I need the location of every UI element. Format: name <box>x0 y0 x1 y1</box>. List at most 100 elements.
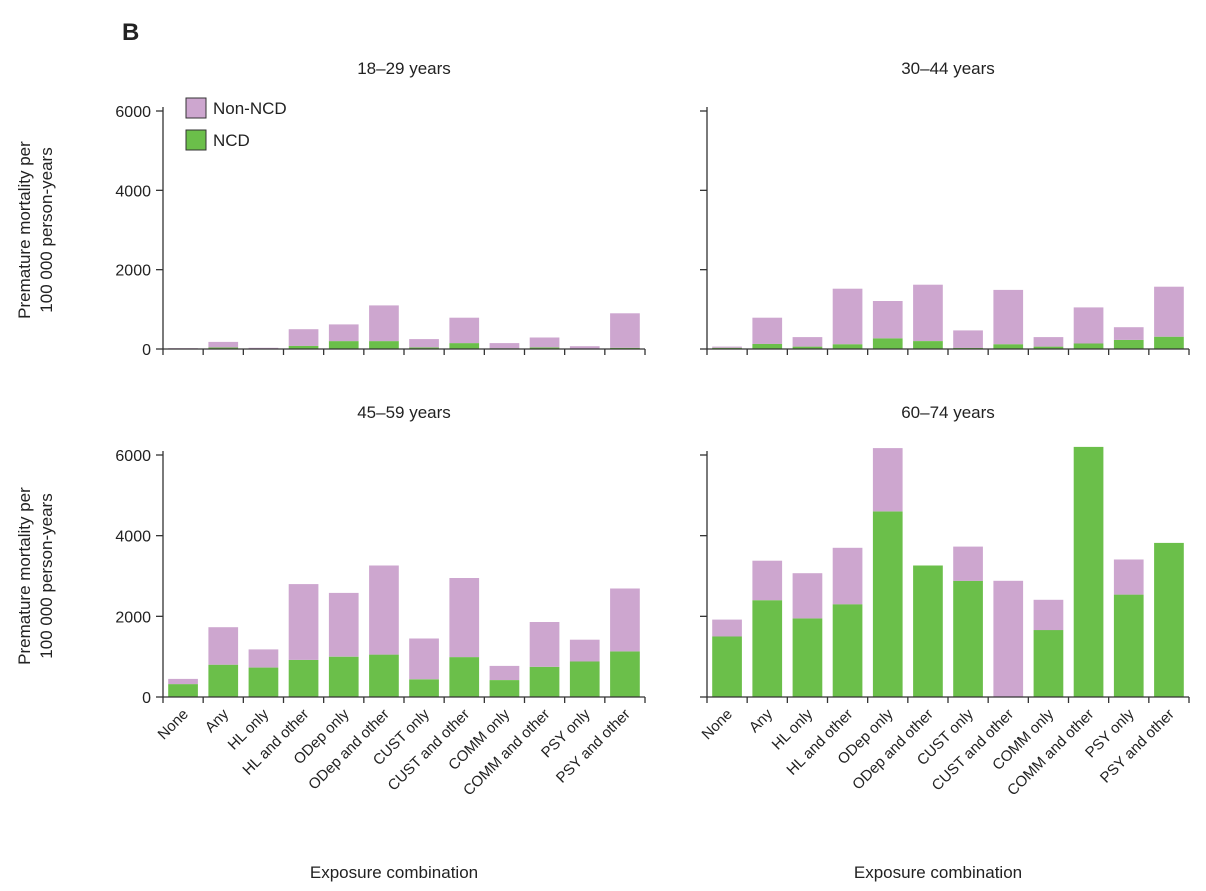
bar-ncd-psy-only <box>1114 340 1144 349</box>
x-axis-label: Exposure combination <box>310 863 478 882</box>
y-tick-label: 4000 <box>115 529 151 546</box>
bar-non-ncd-psy-only <box>1114 560 1144 595</box>
bar-non-ncd-comm-only <box>490 343 520 348</box>
bar-non-ncd-psy-and-other <box>610 589 640 652</box>
bar-non-ncd-cust-only <box>953 547 983 581</box>
bar-non-ncd-comm-and-other <box>530 622 560 667</box>
bar-non-ncd-hl-and-other <box>289 584 319 660</box>
category-label-none: None <box>155 706 192 743</box>
bar-non-ncd-psy-and-other <box>610 313 640 348</box>
bar-ncd-any <box>752 344 782 349</box>
bar-non-ncd-odep-only <box>873 301 903 338</box>
bar-non-ncd-psy-only <box>570 640 600 662</box>
bar-non-ncd-psy-only <box>1114 327 1144 340</box>
y-tick-label: 0 <box>142 690 151 707</box>
bar-non-ncd-any <box>752 318 782 344</box>
y-tick-label: 4000 <box>115 183 151 200</box>
bar-ncd-comm-only <box>490 680 520 697</box>
bar-ncd-odep-only <box>873 512 903 698</box>
bar-ncd-psy-and-other <box>1154 337 1184 349</box>
panel-title: 30–44 years <box>901 59 995 78</box>
bar-non-ncd-cust-only <box>409 339 439 347</box>
bar-non-ncd-cust-and-other <box>993 581 1023 697</box>
bar-non-ncd-cust-only <box>409 639 439 680</box>
bar-non-ncd-any <box>752 561 782 601</box>
legend-swatch-ncd <box>186 130 206 150</box>
bar-non-ncd-none <box>712 347 742 348</box>
bar-ncd-psy-only <box>570 662 600 698</box>
bar-ncd-none <box>168 684 198 697</box>
x-axis-label: Exposure combination <box>854 863 1022 882</box>
bar-non-ncd-odep-only <box>329 593 359 657</box>
bar-non-ncd-hl-and-other <box>833 289 863 345</box>
bar-non-ncd-any <box>208 627 238 665</box>
bar-ncd-cust-only <box>953 581 983 697</box>
bar-ncd-odep-and-other <box>369 655 399 697</box>
bar-non-ncd-comm-and-other <box>530 338 560 348</box>
panel-title: 45–59 years <box>357 403 451 422</box>
bar-ncd-cust-only <box>409 679 439 697</box>
bar-ncd-comm-and-other <box>1074 447 1104 697</box>
bar-ncd-cust-and-other <box>449 657 479 697</box>
bar-non-ncd-cust-and-other <box>449 318 479 343</box>
bar-non-ncd-comm-and-other <box>1074 307 1104 343</box>
y-tick-label: 2000 <box>115 263 151 280</box>
bar-non-ncd-odep-and-other <box>913 285 943 341</box>
bar-non-ncd-odep-only <box>873 448 903 511</box>
bar-ncd-psy-and-other <box>1154 543 1184 697</box>
bar-non-ncd-hl-and-other <box>289 329 319 346</box>
bar-non-ncd-odep-and-other <box>369 305 399 341</box>
bar-ncd-hl-only <box>249 668 279 697</box>
bar-ncd-odep-and-other <box>913 341 943 349</box>
bar-non-ncd-cust-and-other <box>449 578 479 657</box>
bar-non-ncd-comm-only <box>490 666 520 680</box>
bar-ncd-any <box>752 600 782 697</box>
bar-ncd-odep-only <box>329 657 359 697</box>
bar-ncd-hl-and-other <box>289 660 319 697</box>
bar-non-ncd-odep-and-other <box>369 566 399 655</box>
bar-ncd-comm-and-other <box>530 667 560 697</box>
bar-ncd-odep-and-other <box>369 341 399 349</box>
legend-swatch-non-ncd <box>186 98 206 118</box>
category-label-any: Any <box>746 705 777 736</box>
bar-non-ncd-comm-only <box>1034 337 1064 347</box>
y-tick-label: 2000 <box>115 609 151 626</box>
bar-non-ncd-cust-and-other <box>993 290 1023 344</box>
bar-ncd-psy-only <box>1114 595 1144 697</box>
bar-non-ncd-none <box>168 679 198 684</box>
bar-ncd-cust-and-other <box>993 344 1023 349</box>
y-tick-label: 0 <box>142 342 151 359</box>
bar-non-ncd-hl-only <box>793 573 823 618</box>
panel-title: 18–29 years <box>357 59 451 78</box>
bar-ncd-hl-and-other <box>833 604 863 697</box>
bar-non-ncd-psy-and-other <box>1154 287 1184 337</box>
bar-ncd-psy-and-other <box>610 651 640 697</box>
bar-non-ncd-comm-only <box>1034 600 1064 630</box>
bar-ncd-hl-and-other <box>833 344 863 349</box>
bar-non-ncd-hl-only <box>793 337 823 347</box>
bar-ncd-comm-only <box>1034 630 1064 697</box>
bar-non-ncd-any <box>208 342 238 348</box>
bar-non-ncd-odep-only <box>329 324 359 341</box>
category-label-none: None <box>699 706 736 743</box>
bar-ncd-odep-only <box>873 338 903 349</box>
bar-ncd-cust-and-other <box>449 343 479 349</box>
bar-ncd-hl-only <box>793 618 823 697</box>
y-tick-label: 6000 <box>115 448 151 465</box>
bar-non-ncd-none <box>712 620 742 637</box>
bar-non-ncd-psy-only <box>570 346 600 348</box>
panel-title: 60–74 years <box>901 403 995 422</box>
category-label-any: Any <box>202 705 233 736</box>
panel-30-44-years: 30–44 years <box>700 59 1189 355</box>
bar-ncd-odep-and-other <box>913 566 943 698</box>
bar-ncd-any <box>208 665 238 697</box>
chart-panels: 18–29 years 0 2000 4000 6000 Premature mortal… <box>15 59 1189 882</box>
bar-ncd-odep-only <box>329 341 359 349</box>
